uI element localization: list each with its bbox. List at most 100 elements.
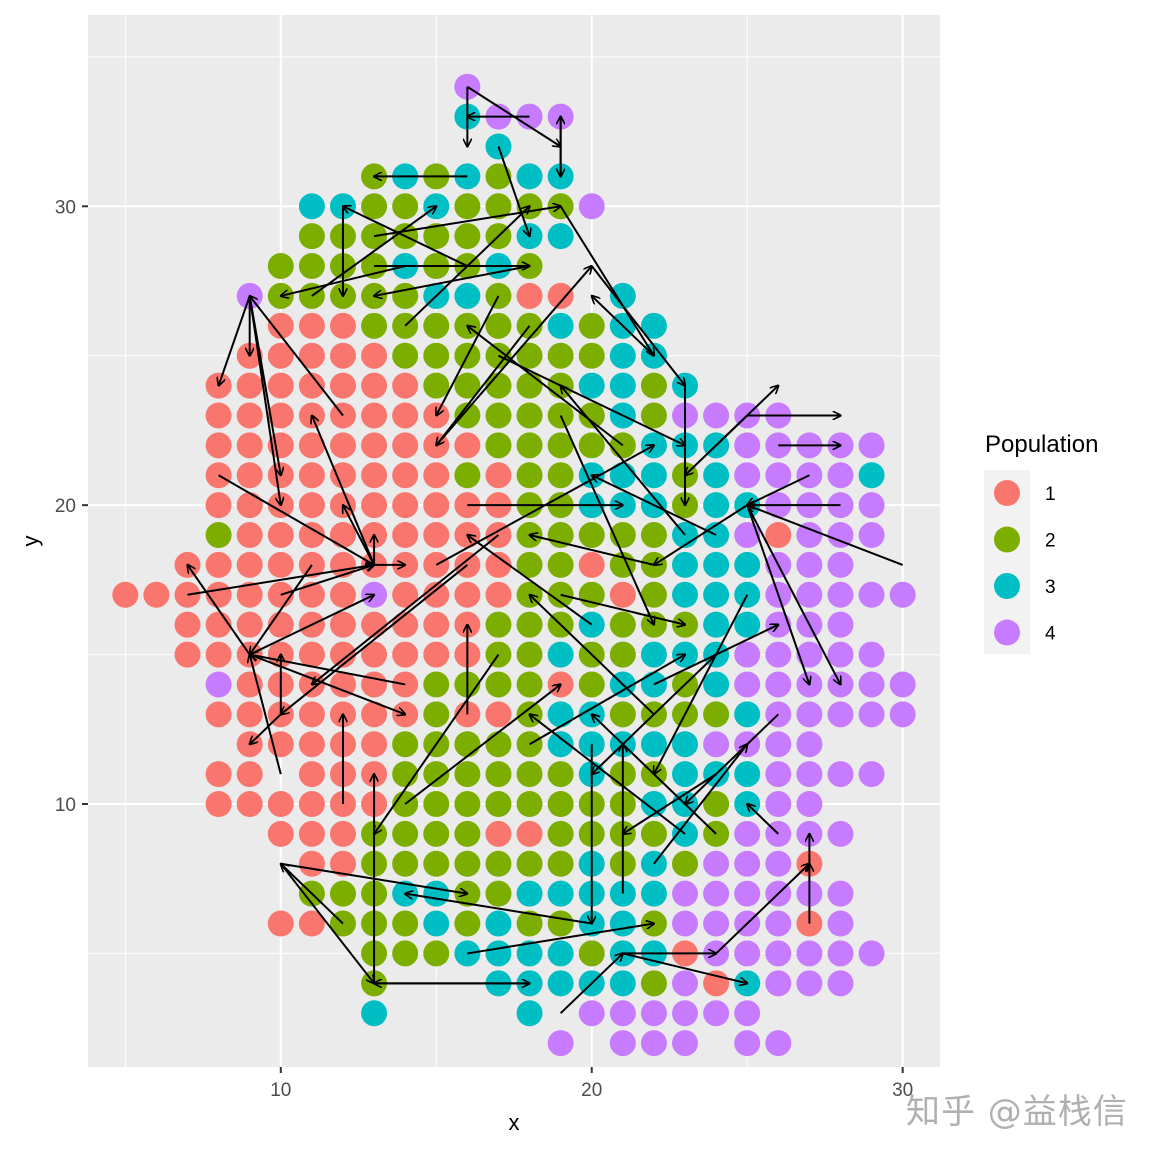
data-point <box>858 701 885 728</box>
data-point <box>609 1030 636 1057</box>
data-point <box>298 462 325 489</box>
data-point <box>734 551 761 578</box>
arrow <box>497 146 529 237</box>
data-point <box>485 432 512 459</box>
data-point <box>454 581 481 608</box>
data-point <box>827 761 854 788</box>
data-point <box>672 850 699 877</box>
data-point <box>703 701 730 728</box>
data-point <box>858 432 885 459</box>
data-point <box>298 342 325 369</box>
arrow <box>653 744 747 865</box>
data-point <box>454 282 481 309</box>
data-point <box>485 671 512 698</box>
data-point <box>298 791 325 817</box>
legend-label-4: 4 <box>1045 624 1056 645</box>
data-point <box>236 701 263 728</box>
data-point <box>547 282 574 309</box>
arrow <box>685 713 779 804</box>
arrow <box>405 894 592 925</box>
data-point <box>485 312 512 339</box>
data-point <box>329 611 356 638</box>
data-point <box>267 402 294 429</box>
data-point <box>640 402 667 429</box>
data-point <box>298 641 325 668</box>
data-point <box>889 671 916 698</box>
data-point <box>765 462 792 489</box>
data-point <box>640 1000 667 1027</box>
data-point <box>423 611 450 638</box>
data-point <box>827 462 854 489</box>
data-point <box>672 1000 699 1027</box>
data-point <box>547 223 574 250</box>
data-point <box>703 492 730 519</box>
data-point <box>485 611 512 638</box>
data-point <box>298 731 325 758</box>
data-point <box>796 551 823 578</box>
data-point <box>765 761 792 788</box>
data-point <box>392 342 419 369</box>
arrow <box>530 714 686 835</box>
data-point <box>423 820 450 847</box>
data-point <box>672 761 699 788</box>
data-point <box>765 671 792 698</box>
data-point <box>734 641 761 668</box>
arrow <box>530 595 655 716</box>
data-point <box>516 1000 543 1027</box>
data-point <box>236 492 263 519</box>
legend-key-3 <box>994 573 1020 599</box>
x-tick-label: 30 <box>892 1080 913 1101</box>
arrow <box>343 505 375 566</box>
data-point <box>703 462 730 489</box>
data-point <box>423 342 450 369</box>
data-point <box>423 701 450 728</box>
data-point <box>578 372 605 399</box>
data-point <box>796 522 823 549</box>
arrow <box>250 713 282 744</box>
data-point <box>485 163 512 190</box>
arrow <box>592 475 717 536</box>
data-point <box>454 432 481 459</box>
arrow <box>529 655 685 746</box>
data-point <box>703 402 730 429</box>
data-point <box>765 1030 792 1057</box>
arrow <box>530 535 655 566</box>
data-point <box>578 940 605 967</box>
data-point <box>236 671 263 698</box>
legend-title: Population <box>985 431 1098 458</box>
data-point <box>361 701 388 728</box>
arrow <box>592 653 717 775</box>
data-point <box>640 581 667 608</box>
data-point <box>361 671 388 698</box>
arrow <box>590 265 685 386</box>
data-point <box>267 611 294 638</box>
data-point <box>174 611 201 638</box>
data-point <box>361 402 388 429</box>
arrow <box>249 653 405 715</box>
arrow <box>374 653 500 834</box>
data-point <box>547 432 574 459</box>
data-point <box>298 820 325 847</box>
data-point <box>578 402 605 429</box>
arrow <box>715 864 809 955</box>
legend-key-2 <box>994 526 1020 553</box>
data-point <box>703 611 730 638</box>
data-point <box>236 462 263 489</box>
data-point <box>640 462 667 489</box>
data-point <box>454 462 481 489</box>
data-point <box>796 641 823 668</box>
data-point <box>329 850 356 877</box>
data-point <box>485 581 512 608</box>
arrow <box>685 414 748 475</box>
data-point <box>392 641 419 668</box>
x-tick-label: 20 <box>581 1080 602 1101</box>
trajectory-arrows <box>188 85 904 1014</box>
data-point <box>578 671 605 698</box>
data-point <box>298 910 325 937</box>
data-point <box>516 462 543 489</box>
data-point <box>361 342 388 369</box>
data-point <box>361 731 388 758</box>
data-point <box>329 312 356 339</box>
data-point <box>485 193 512 220</box>
data-point <box>765 850 792 877</box>
